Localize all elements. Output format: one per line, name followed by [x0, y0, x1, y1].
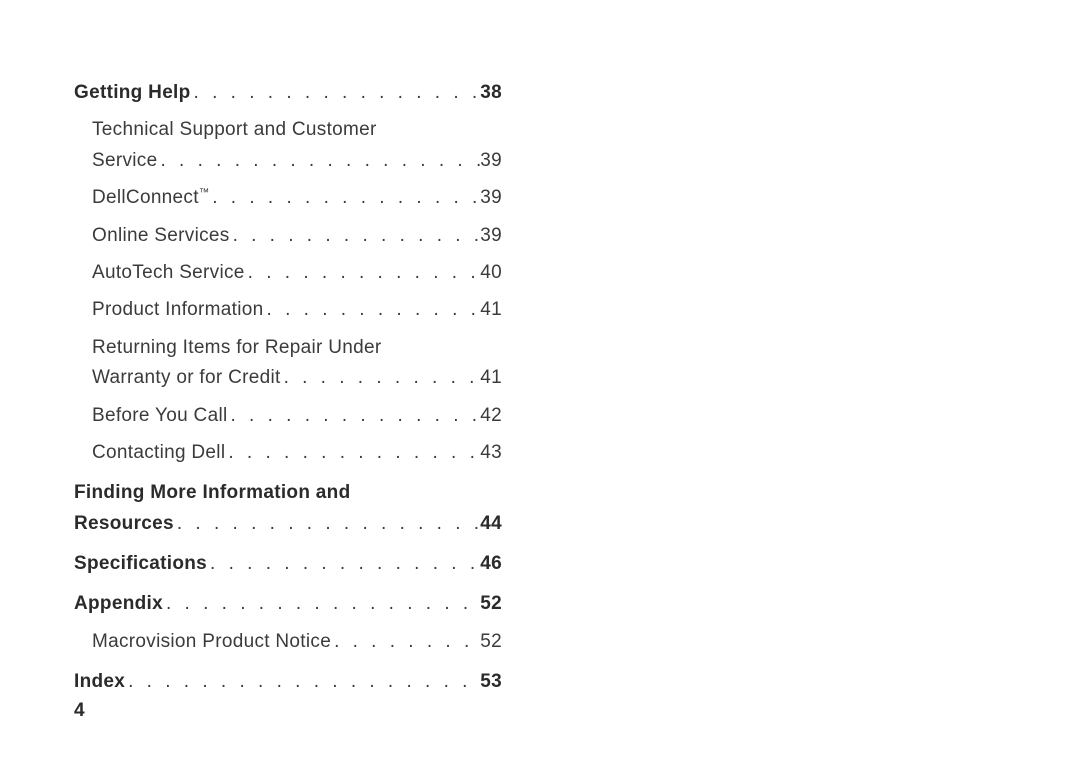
toc-label: Index: [74, 667, 125, 697]
toc-entry: Product Information . . . . . . . . . . …: [74, 295, 502, 325]
toc-leader: . . . . . . . . . . . . . . . . . . . . …: [174, 509, 480, 539]
toc-entry: Returning Items for Repair UnderWarranty…: [74, 333, 502, 394]
toc-leader: . . . . . . . . . . . . . . . . . . . . …: [163, 589, 480, 619]
toc-page: 40: [480, 258, 502, 288]
toc-label: Warranty or for Credit: [92, 363, 281, 393]
toc-label: Returning Items for Repair Under: [92, 333, 502, 363]
toc-entry: Before You Call . . . . . . . . . . . . …: [74, 401, 502, 431]
toc-label: Appendix: [74, 589, 163, 619]
toc-entry: Contacting Dell . . . . . . . . . . . . …: [74, 438, 502, 468]
toc-entry: Technical Support and CustomerService . …: [74, 115, 502, 176]
toc-label: Macrovision Product Notice: [92, 627, 331, 657]
toc-page: 53: [480, 667, 502, 697]
toc-entry: Specifications . . . . . . . . . . . . .…: [74, 549, 502, 579]
toc-label: DellConnect™: [92, 183, 209, 213]
toc-page: 41: [480, 363, 502, 393]
toc-entry: Index . . . . . . . . . . . . . . . . . …: [74, 667, 502, 697]
toc-entry: Online Services . . . . . . . . . . . . …: [74, 221, 502, 251]
toc-entry: Macrovision Product Notice . . . . . . .…: [74, 627, 502, 657]
toc-leader: . . . . . . . . . . . . . . . . . . . . …: [228, 401, 481, 431]
toc-leader: . . . . . . . . . . . . . . . . . . . . …: [191, 78, 481, 108]
toc-page: 43: [480, 438, 502, 468]
toc-page: 44: [480, 509, 502, 539]
toc-entry: DellConnect™ . . . . . . . . . . . . . .…: [74, 183, 502, 213]
toc-page: 39: [480, 183, 502, 213]
toc-leader: . . . . . . . . . . . . . . . . . . . . …: [230, 221, 481, 251]
page-number: 4: [74, 700, 85, 722]
toc-page: 46: [480, 549, 502, 579]
toc-label: Finding More Information and: [74, 478, 502, 508]
toc-label: Technical Support and Customer: [92, 115, 502, 145]
toc-label: AutoTech Service: [92, 258, 245, 288]
toc-page: 42: [480, 401, 502, 431]
toc-entry: Finding More Information andResources . …: [74, 478, 502, 539]
table-of-contents: Getting Help . . . . . . . . . . . . . .…: [74, 78, 502, 698]
toc-page: 52: [480, 589, 502, 619]
toc-leader: . . . . . . . . . . . . . . . . . . . . …: [245, 258, 481, 288]
toc-leader: . . . . . . . . . . . . . . . . . . . . …: [125, 667, 480, 697]
toc-leader: . . . . . . . . . . . . . . . . . . . . …: [225, 438, 480, 468]
toc-label: Before You Call: [92, 401, 228, 431]
toc-label: Service: [92, 146, 157, 176]
toc-entry: AutoTech Service . . . . . . . . . . . .…: [74, 258, 502, 288]
toc-page: 39: [480, 146, 502, 176]
toc-entry: Appendix . . . . . . . . . . . . . . . .…: [74, 589, 502, 619]
toc-label: Getting Help: [74, 78, 191, 108]
toc-page: 52: [480, 627, 502, 657]
toc-leader: . . . . . . . . . . . . . . . . . . . . …: [331, 627, 480, 657]
toc-page: 38: [480, 78, 502, 108]
toc-leader: . . . . . . . . . . . . . . . . . . . . …: [157, 146, 480, 176]
toc-leader: . . . . . . . . . . . . . . . . . . . . …: [264, 295, 481, 325]
toc-label: Resources: [74, 509, 174, 539]
toc-leader: . . . . . . . . . . . . . . . . . . . . …: [209, 183, 480, 213]
toc-page: 41: [480, 295, 502, 325]
toc-label: Product Information: [92, 295, 264, 325]
toc-page: 39: [480, 221, 502, 251]
document-page: Getting Help . . . . . . . . . . . . . .…: [0, 0, 1080, 766]
toc-label: Specifications: [74, 549, 207, 579]
toc-leader: . . . . . . . . . . . . . . . . . . . . …: [207, 549, 480, 579]
toc-label: Online Services: [92, 221, 230, 251]
toc-leader: . . . . . . . . . . . . . . . . . . . . …: [281, 363, 481, 393]
trademark-icon: ™: [199, 188, 209, 199]
toc-label: Contacting Dell: [92, 438, 225, 468]
toc-entry: Getting Help . . . . . . . . . . . . . .…: [74, 78, 502, 108]
